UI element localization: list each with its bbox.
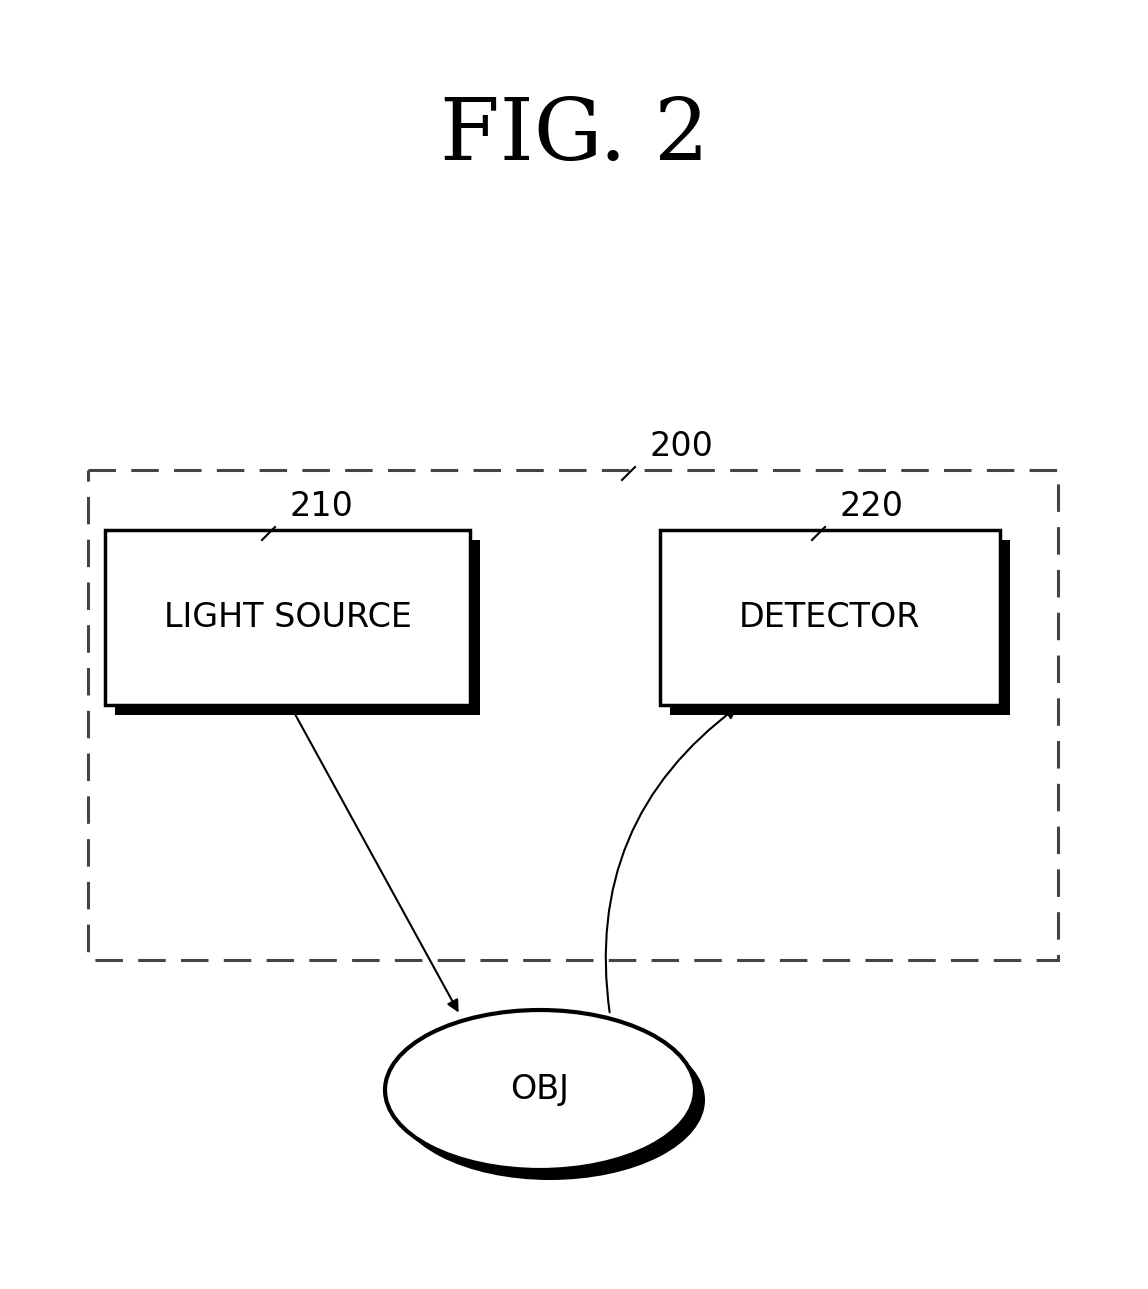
Ellipse shape — [395, 1020, 705, 1179]
Bar — [104, 530, 470, 705]
Text: 200: 200 — [650, 431, 714, 463]
Ellipse shape — [385, 1011, 695, 1170]
Text: OBJ: OBJ — [511, 1074, 569, 1106]
Bar — [660, 530, 1000, 705]
Text: 210: 210 — [290, 490, 354, 523]
Text: 220: 220 — [840, 490, 903, 523]
Bar — [88, 470, 1058, 960]
Text: LIGHT SOURCE: LIGHT SOURCE — [163, 601, 411, 634]
Text: DETECTOR: DETECTOR — [739, 601, 921, 634]
Text: FIG. 2: FIG. 2 — [440, 95, 708, 178]
Bar — [670, 540, 1010, 715]
Bar — [115, 540, 480, 715]
